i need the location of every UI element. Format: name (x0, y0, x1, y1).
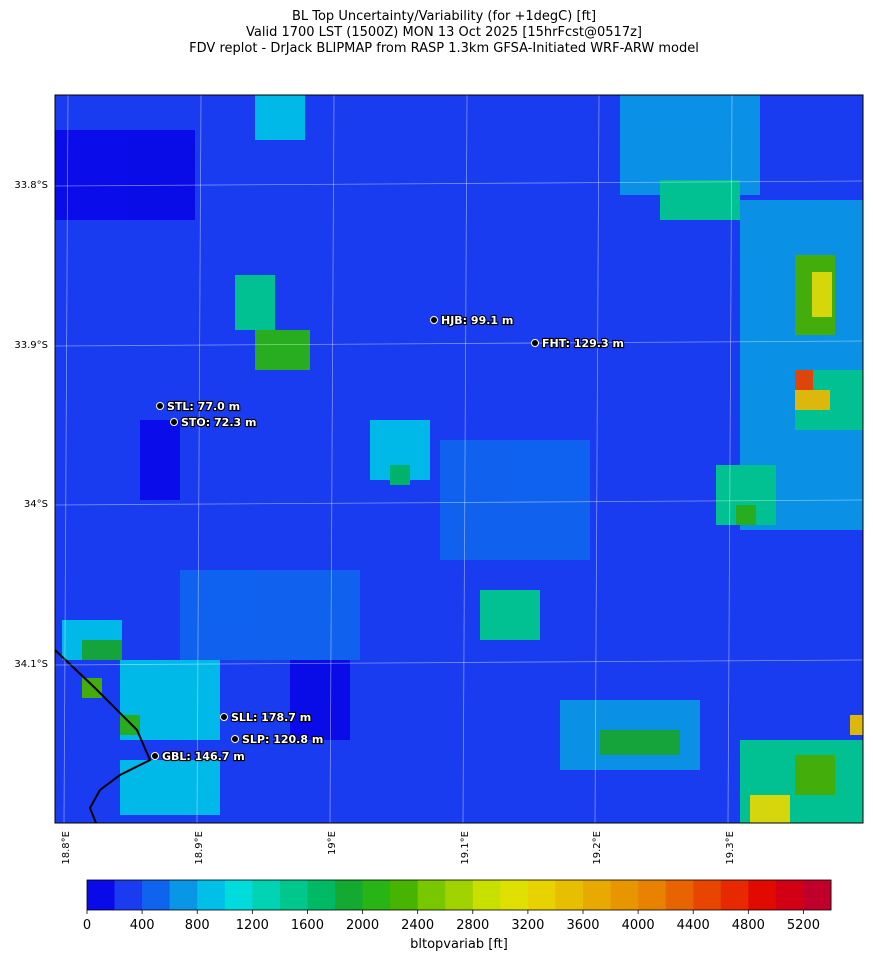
colorbar-segment (335, 880, 364, 910)
colorbar-segment (445, 880, 474, 910)
station-marker (430, 316, 438, 324)
colorbar-tick-label: 800 (185, 918, 210, 933)
title-line: FDV replot - DrJack BLIPMAP from RASP 1.… (189, 41, 699, 56)
colorbar-segment (638, 880, 667, 910)
colorbar-segment (362, 880, 391, 910)
station-label: GBL: 146.7 m (162, 750, 245, 763)
lat-tick-label: 33.8°S (14, 180, 48, 191)
colorbar-segment (169, 880, 198, 910)
colorbar-tick-label: 400 (130, 918, 155, 933)
colorbar-segment (87, 880, 116, 910)
station-marker (531, 339, 539, 347)
lon-line (63, 94, 69, 824)
lon-tick-label: 19.3°E (725, 831, 736, 865)
colorbar-tick-label: 4400 (677, 918, 710, 933)
colorbar-tick-label: 2800 (456, 918, 489, 933)
station-label: STO: 72.3 m (181, 416, 256, 429)
colorbar-segment (390, 880, 419, 910)
colorbar-segment (693, 880, 722, 910)
colorbar-segment (279, 880, 308, 910)
colorbar-segment (142, 880, 171, 910)
colorbar-segment (775, 880, 804, 910)
lat-tick-label: 34.1°S (14, 659, 48, 670)
lon-tick-label: 18.9°E (194, 831, 205, 865)
colorbar-tick-label: 3600 (566, 918, 599, 933)
colorbar-tick-label: 5200 (787, 918, 820, 933)
station-marker (231, 735, 239, 743)
colorbar-segment (555, 880, 584, 910)
colorbar-tick-label: 4800 (732, 918, 765, 933)
coastline (54, 649, 152, 824)
lon-line (196, 94, 202, 824)
colorbar-segment (720, 880, 749, 910)
colorbar-frame (86, 879, 832, 911)
lon-tick-label: 19°E (327, 831, 338, 855)
lon-line (329, 94, 335, 824)
lat-tick-label: 33.9°S (14, 340, 48, 351)
station-label: HJB: 99.1 m (441, 314, 513, 327)
colorbar-tick-label: 2400 (401, 918, 434, 933)
station-label: FHT: 129.3 m (542, 337, 624, 350)
colorbar-segment (527, 880, 556, 910)
colorbar-tick-label: 3200 (511, 918, 544, 933)
colorbar-segment (252, 880, 281, 910)
lat-line (54, 659, 864, 666)
station-marker (170, 418, 178, 426)
station-label: SLL: 178.7 m (231, 711, 311, 724)
colorbar-segment (610, 880, 639, 910)
lon-line (594, 94, 600, 824)
station-marker (156, 402, 164, 410)
station-label: STL: 77.0 m (167, 400, 240, 413)
title-line: BL Top Uncertainty/Variability (for +1de… (292, 9, 596, 24)
colorbar-segment (307, 880, 336, 910)
lat-line (54, 499, 864, 506)
map-frame (54, 94, 864, 824)
lon-tick-label: 19.2°E (592, 831, 603, 865)
colorbar-segment (472, 880, 501, 910)
lat-line (54, 340, 864, 347)
colorbar-tick-label: 1200 (236, 918, 269, 933)
lon-tick-label: 18.8°E (61, 831, 72, 865)
map (54, 94, 864, 824)
station-marker (220, 713, 228, 721)
lat-tick-label: 34°S (24, 499, 48, 510)
lon-line (462, 94, 468, 824)
colorbar-segment (114, 880, 143, 910)
title-line: Valid 1700 LST (1500Z) MON 13 Oct 2025 [… (246, 25, 642, 40)
colorbar-segment (417, 880, 446, 910)
colorbar-tick-label: 2000 (346, 918, 379, 933)
colorbar-tick-label: 1600 (291, 918, 324, 933)
lon-line (727, 94, 733, 824)
field-patches (55, 95, 863, 823)
colorbar-segment (197, 880, 226, 910)
lat-line (54, 180, 864, 187)
colorbar-segment (803, 880, 832, 910)
lon-tick-label: 19.1°E (460, 831, 471, 865)
colorbar-tick-label: 0 (83, 918, 91, 933)
colorbar-segment (500, 880, 529, 910)
colorbar-segment (583, 880, 612, 910)
colorbar-segment (224, 880, 253, 910)
station-marker (151, 752, 159, 760)
colorbar-label: bltopvariab [ft] (410, 937, 508, 952)
colorbar-segment (748, 880, 777, 910)
colorbar-segment (665, 880, 694, 910)
graticule (54, 94, 864, 824)
colorbar-tick-label: 4000 (622, 918, 655, 933)
station-label: SLP: 120.8 m (242, 733, 323, 746)
